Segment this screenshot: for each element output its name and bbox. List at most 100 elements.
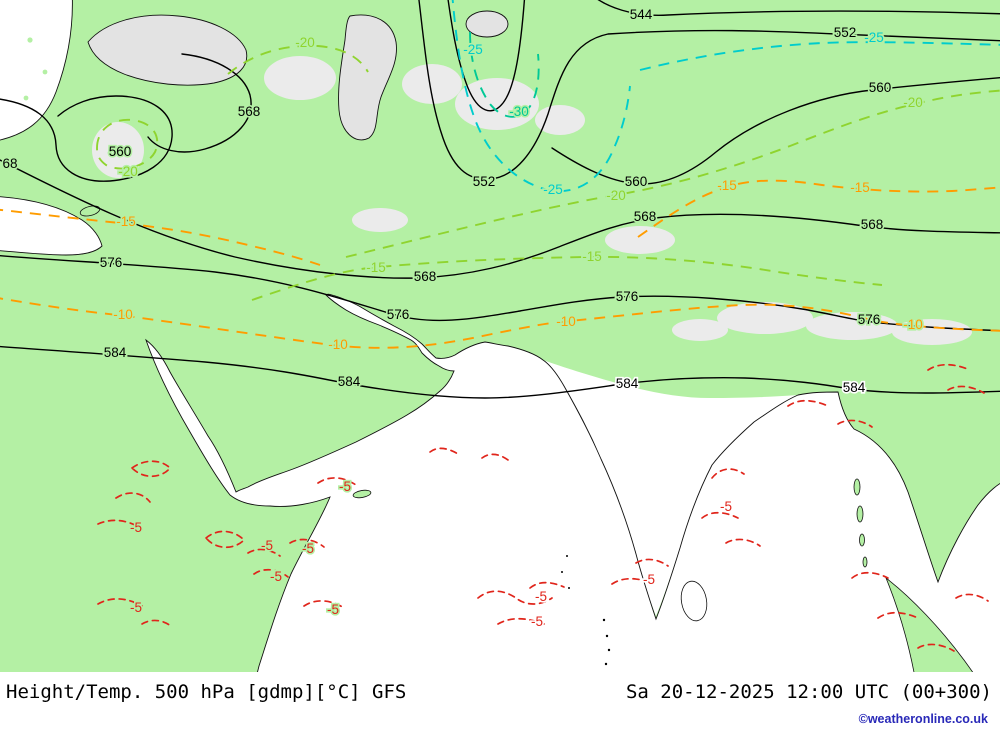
contour-label: 576 xyxy=(387,307,410,322)
aegean-sea xyxy=(0,0,73,141)
temp-contour--5 xyxy=(253,568,289,578)
temp-contour--5 xyxy=(429,447,459,455)
contour-label: -15 xyxy=(366,260,386,275)
contour-label: -5 xyxy=(261,538,273,553)
temp-contour--5 xyxy=(205,530,246,549)
info-bar: Height/Temp. 500 hPa [gdmp][°C] GFS Sa 2… xyxy=(0,672,1000,733)
temp-contour--25-trough xyxy=(451,0,631,193)
temp-contour--5 xyxy=(725,538,761,547)
temp-contour--5 xyxy=(477,590,553,605)
contour-label: 560 xyxy=(869,80,892,95)
inland-seas xyxy=(87,10,509,141)
temp-contour--5 xyxy=(131,460,172,478)
andaman-island xyxy=(853,478,861,496)
height-contour-568-loop xyxy=(147,53,252,153)
contour-label: -5 xyxy=(130,520,142,535)
contour-label: -5 xyxy=(531,614,543,629)
contour-label: -5 xyxy=(270,569,282,584)
temp-contour--5 xyxy=(635,558,669,567)
contour-label: -5 xyxy=(720,499,732,514)
contour-label: -5 xyxy=(535,589,547,604)
contour-label: -15 xyxy=(850,180,870,195)
height-contour-552-trough xyxy=(418,0,1000,180)
temp-contour--30 xyxy=(469,31,540,118)
mediterranean-sea xyxy=(0,196,103,256)
height-contour-560-east xyxy=(551,76,1000,185)
temp-contour--5 xyxy=(97,519,143,530)
map-canvas: 68 560 568 544 552 552 560 560 568 568 568 576 576 57… xyxy=(0,0,1000,672)
contour-label: 552 xyxy=(473,174,496,189)
temp-contour--5 xyxy=(317,477,357,486)
temp-contour--5 xyxy=(851,571,889,579)
temp-contour--15-west xyxy=(0,208,321,266)
contour-label: -10 xyxy=(903,317,923,332)
temp-contour--5-group xyxy=(97,363,989,652)
height-contour-568-main xyxy=(0,159,1000,279)
contour-label: 568 xyxy=(861,217,884,232)
contour-label: 576 xyxy=(616,289,639,304)
map-parameter-title: Height/Temp. 500 hPa [gdmp][°C] GFS xyxy=(6,681,407,703)
temp-contour--5 xyxy=(927,363,971,371)
temp-contour--5 xyxy=(917,643,955,652)
temp-contour--5 xyxy=(837,419,873,428)
contour-label: -5 xyxy=(327,602,339,617)
temperature-contours xyxy=(0,0,1000,349)
aral-sea xyxy=(465,10,509,38)
temp-contour--5 xyxy=(529,581,565,589)
nicobar-island xyxy=(862,556,868,568)
height-contour-544-top xyxy=(597,0,1000,16)
contour-label: -10 xyxy=(113,307,133,322)
contour-label: 584 xyxy=(104,345,127,360)
contour-label: 68 xyxy=(2,156,17,171)
contour-label: -15 xyxy=(582,249,602,264)
temp-contour--20 xyxy=(227,44,369,75)
contour-labels-layer: 68 560 568 544 552 552 560 560 568 568 568 576 576 57… xyxy=(1,5,924,630)
nicobar-island xyxy=(859,533,865,547)
aegean-islets xyxy=(23,37,48,101)
temp-contour--5 xyxy=(787,399,829,407)
temp-contour--20-loop xyxy=(96,118,159,170)
temp-contour--5 xyxy=(115,492,151,503)
contour-label: -25 xyxy=(463,42,483,57)
ocean xyxy=(145,293,1000,672)
temp-contour--5 xyxy=(247,548,281,557)
contour-label: 584 xyxy=(843,380,866,395)
black-sea xyxy=(87,14,248,86)
height-contour-584 xyxy=(0,345,1000,399)
height-contour-576 xyxy=(0,254,1000,332)
contour-label: -20 xyxy=(118,164,138,179)
contour-label: -5 xyxy=(302,541,314,556)
contour-label: 560 xyxy=(109,144,132,159)
temp-contour--5 xyxy=(481,453,509,461)
contour-label: -10 xyxy=(328,337,348,352)
maldives-islands xyxy=(561,555,611,666)
contour-label: -5 xyxy=(130,600,142,615)
socotra-island xyxy=(352,489,372,499)
temp-contour--5 xyxy=(289,538,325,548)
contour-label: -5 xyxy=(339,479,351,494)
contour-label: 552 xyxy=(834,25,857,40)
contour-label: 544 xyxy=(630,7,653,22)
map-valid-time: Sa 20-12-2025 12:00 UTC (00+300) xyxy=(625,681,992,703)
temp-contour--15-green xyxy=(251,255,883,301)
temp-contour--5 xyxy=(141,619,173,628)
temp-contour--15-east xyxy=(637,179,1000,238)
contour-label: 560 xyxy=(625,174,648,189)
contour-label: 568 xyxy=(414,269,437,284)
terrain-shading xyxy=(92,56,972,345)
contour-label: -15 xyxy=(717,178,737,193)
andaman-island xyxy=(856,505,864,523)
contour-label: -10 xyxy=(556,314,576,329)
temp-contour--5 xyxy=(97,598,143,607)
height-contours xyxy=(0,0,1000,399)
height-contour-560-cutoff-low xyxy=(0,95,173,182)
contour-label: -25 xyxy=(543,182,563,197)
contour-label: -30 xyxy=(509,104,529,119)
temp-contour--5 xyxy=(711,468,745,479)
contour-label: -20 xyxy=(295,35,315,50)
copyright-link[interactable]: ©weatheronline.co.uk xyxy=(858,712,988,726)
temp-contour--5 xyxy=(611,577,655,585)
temp-contour--10 xyxy=(0,297,1000,349)
contour-label: 568 xyxy=(634,209,657,224)
